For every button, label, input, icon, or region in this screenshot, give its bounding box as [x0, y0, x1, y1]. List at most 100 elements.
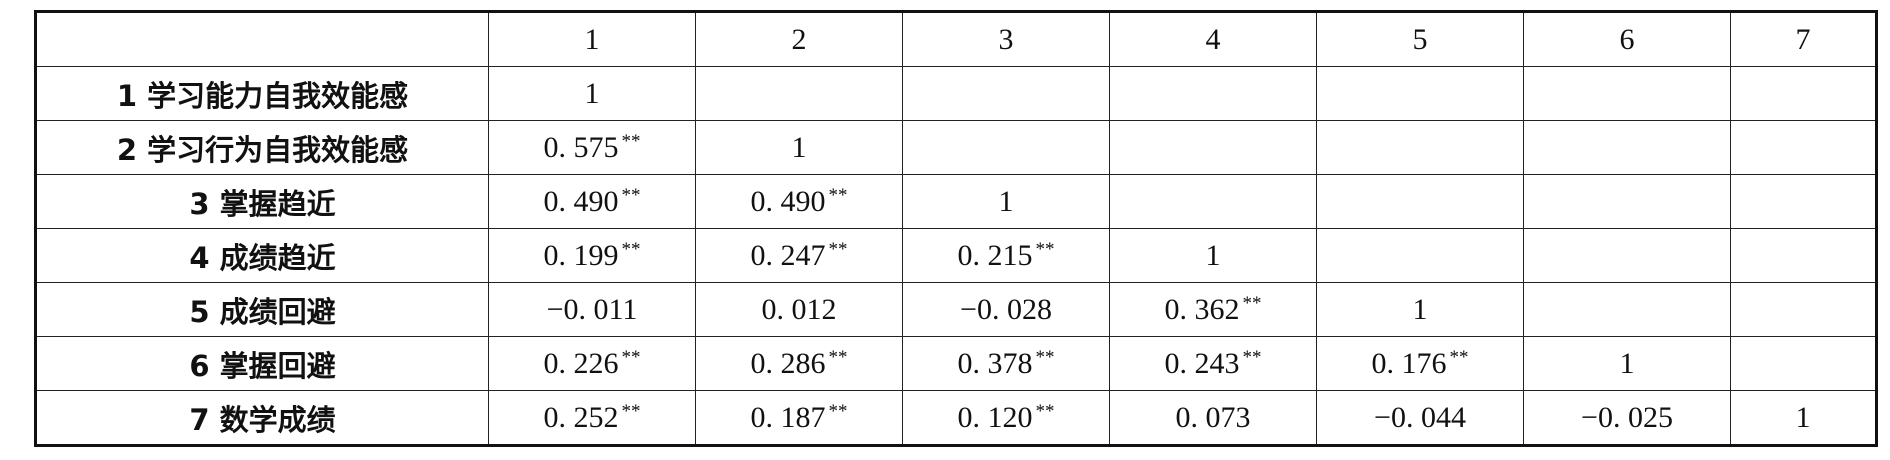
significance: **: [1035, 346, 1055, 368]
cell-value: −0. 028: [960, 292, 1052, 326]
cell: 0. 286 **: [695, 336, 903, 391]
cell-value: 0. 073: [1175, 400, 1251, 434]
data-row: 6 掌握回避 0. 226 ** 0. 286 ** 0. 378 ** 0. 243 ** 0.…: [35, 336, 1877, 391]
significance: **: [621, 346, 641, 368]
cell-value: −0. 025: [1581, 400, 1673, 434]
cell-value: −0. 011: [546, 292, 638, 326]
cell: 1: [902, 174, 1110, 229]
cell: −0. 025: [1523, 390, 1731, 446]
cell-value: 1: [584, 76, 600, 110]
significance: **: [1035, 400, 1055, 422]
significance: **: [621, 400, 641, 422]
cell-value: 1: [1619, 346, 1635, 380]
cell: [1730, 174, 1877, 229]
cell: [1730, 228, 1877, 283]
data-row: 4 成绩趋近 0. 199 ** 0. 247 ** 0. 215 ** 1: [35, 228, 1877, 283]
cell: [1523, 66, 1731, 121]
cell: [1730, 120, 1877, 175]
header-cell: 2: [695, 11, 903, 67]
cell: 1: [488, 66, 696, 121]
cell: 0. 073: [1109, 390, 1317, 446]
cell-value: 0. 176: [1371, 346, 1447, 380]
cell: [1523, 282, 1731, 337]
row-label: 5 成绩回避: [35, 282, 489, 337]
significance: **: [1449, 346, 1469, 368]
cell-value: 0. 490: [543, 184, 619, 218]
significance: **: [621, 184, 641, 206]
header-cell: 3: [902, 11, 1110, 67]
cell: 0. 247 **: [695, 228, 903, 283]
significance: **: [1242, 346, 1262, 368]
header-cell: 6: [1523, 11, 1731, 67]
cell: [1523, 174, 1731, 229]
data-row: 2 学习行为自我效能感 0. 575 ** 1: [35, 120, 1877, 175]
corner-cell: [35, 11, 489, 67]
cell: 1: [695, 120, 903, 175]
cell-value: 0. 575: [543, 130, 619, 164]
cell: 0. 012: [695, 282, 903, 337]
cell: 0. 226 **: [488, 336, 696, 391]
cell: 0. 490 **: [488, 174, 696, 229]
cell-value: 0. 286: [750, 346, 826, 380]
cell: [1730, 336, 1877, 391]
significance: **: [1242, 292, 1262, 314]
cell: [1316, 120, 1524, 175]
cell-value: 0. 120: [957, 400, 1033, 434]
data-row: 1 学习能力自我效能感 1: [35, 66, 1877, 121]
cell-value: 0. 012: [761, 292, 837, 326]
cell-value: 0. 490: [750, 184, 826, 218]
cell: [1730, 282, 1877, 337]
cell: [1109, 174, 1317, 229]
row-label: 2 学习行为自我效能感: [35, 120, 489, 175]
cell: 0. 378 **: [902, 336, 1110, 391]
cell: −0. 028: [902, 282, 1110, 337]
significance: **: [828, 238, 848, 260]
header-cell: 7: [1730, 11, 1877, 67]
cell: 0. 252 **: [488, 390, 696, 446]
cell: [902, 120, 1110, 175]
significance: **: [621, 130, 641, 152]
cell-value: 0. 226: [543, 346, 619, 380]
significance: **: [828, 346, 848, 368]
cell: 0. 176 **: [1316, 336, 1524, 391]
cell: [1316, 66, 1524, 121]
cell-value: 0. 215: [957, 238, 1033, 272]
cell: 0. 575 **: [488, 120, 696, 175]
cell: [1730, 66, 1877, 121]
cell-value: 0. 187: [750, 400, 826, 434]
cell: 0. 199 **: [488, 228, 696, 283]
cell: 0. 187 **: [695, 390, 903, 446]
cell: 1: [1109, 228, 1317, 283]
cell-value: 0. 199: [543, 238, 619, 272]
cell-value: −0. 044: [1374, 400, 1466, 434]
cell-value: 0. 378: [957, 346, 1033, 380]
cell-value: 1: [1795, 400, 1811, 434]
significance: **: [621, 238, 641, 260]
header-cell: 1: [488, 11, 696, 67]
cell: 0. 120 **: [902, 390, 1110, 446]
cell: [1523, 228, 1731, 283]
data-row: 5 成绩回避 −0. 011 0. 012 −0. 028 0. 362 ** 1: [35, 282, 1877, 337]
row-label: 3 掌握趋近: [35, 174, 489, 229]
cell: [1109, 120, 1317, 175]
row-label: 4 成绩趋近: [35, 228, 489, 283]
cell-value: 0. 247: [750, 238, 826, 272]
cell: 0. 362 **: [1109, 282, 1317, 337]
cell-value: 1: [1412, 292, 1428, 326]
row-label: 1 学习能力自我效能感: [35, 66, 489, 121]
header-cell: 4: [1109, 11, 1317, 67]
cell-value: 1: [998, 184, 1014, 218]
cell: 1: [1730, 390, 1877, 446]
cell-value: 0. 362: [1164, 292, 1240, 326]
cell: −0. 044: [1316, 390, 1524, 446]
cell-value: 0. 243: [1164, 346, 1240, 380]
cell: [1523, 120, 1731, 175]
cell: [1109, 66, 1317, 121]
significance: **: [828, 184, 848, 206]
cell: 0. 215 **: [902, 228, 1110, 283]
cell: 1: [1523, 336, 1731, 391]
header-cell: 5: [1316, 11, 1524, 67]
